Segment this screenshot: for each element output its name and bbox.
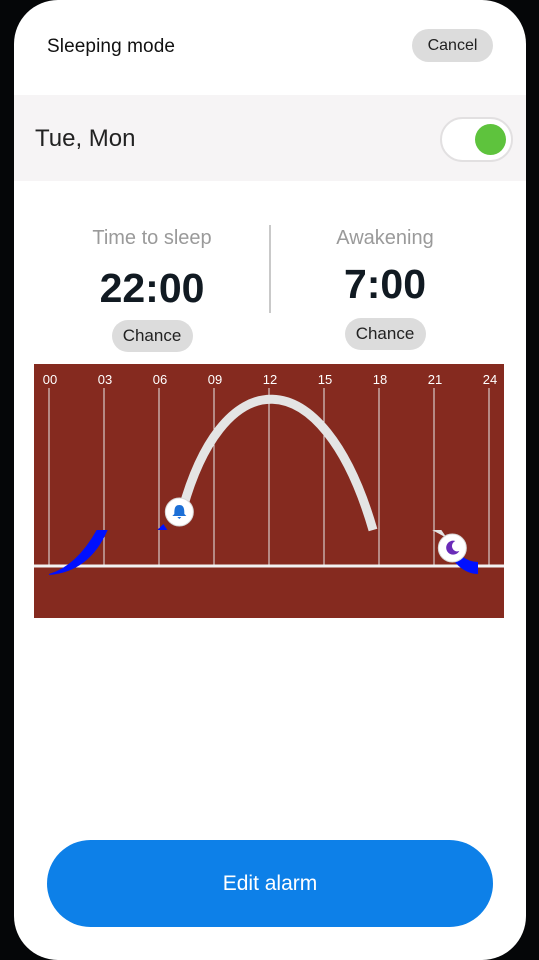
x-tick-label: 06	[153, 372, 167, 387]
moon-icon	[446, 540, 460, 555]
x-tick-label: 15	[318, 372, 332, 387]
sleep-schedule-chart: 00 03 06 09 12 15 18 21 24	[34, 364, 504, 618]
cancel-button[interactable]: Cancel	[412, 29, 493, 62]
sleep-band-early	[49, 530, 108, 575]
bell-icon	[172, 505, 187, 519]
daylight-curve	[174, 394, 378, 532]
daylight-curve-tail	[432, 530, 447, 538]
x-tick-label: 00	[43, 372, 57, 387]
page-title: Sleeping mode	[47, 36, 176, 57]
x-tick-label: 21	[428, 372, 442, 387]
x-tick-label: 09	[208, 372, 222, 387]
repeat-days-label: Tue, Mon	[35, 125, 136, 152]
wake-time-value: 7:00	[343, 261, 427, 307]
change-wake-time-button[interactable]: Chance	[344, 318, 426, 350]
x-tick-label: 12	[263, 372, 277, 387]
sleep-time-column: Time to sleep 22:00 Chance	[35, 224, 269, 352]
sleep-time-label: Time to sleep	[92, 227, 212, 249]
wake-time-label: Awakening	[336, 227, 434, 249]
header: Sleeping mode Cancel	[14, 0, 526, 95]
edit-alarm-button[interactable]: Edit alarm	[47, 840, 493, 927]
x-tick-label: 18	[373, 372, 387, 387]
wake-time-column: Awakening 7:00 Chance	[268, 224, 502, 350]
column-divider	[269, 225, 271, 313]
phone-screen: Sleeping mode Cancel Tue, Mon Time to sl…	[14, 0, 526, 960]
toggle-knob	[475, 124, 506, 155]
change-sleep-time-button[interactable]: Chance	[111, 320, 193, 352]
sleep-band-late	[442, 536, 478, 574]
x-tick-label: 24	[483, 372, 497, 387]
x-tick-label: 03	[98, 372, 112, 387]
sleep-time-value: 22:00	[99, 265, 205, 311]
alarm-enabled-toggle[interactable]	[440, 117, 513, 162]
sleep-band-wake	[157, 524, 168, 530]
